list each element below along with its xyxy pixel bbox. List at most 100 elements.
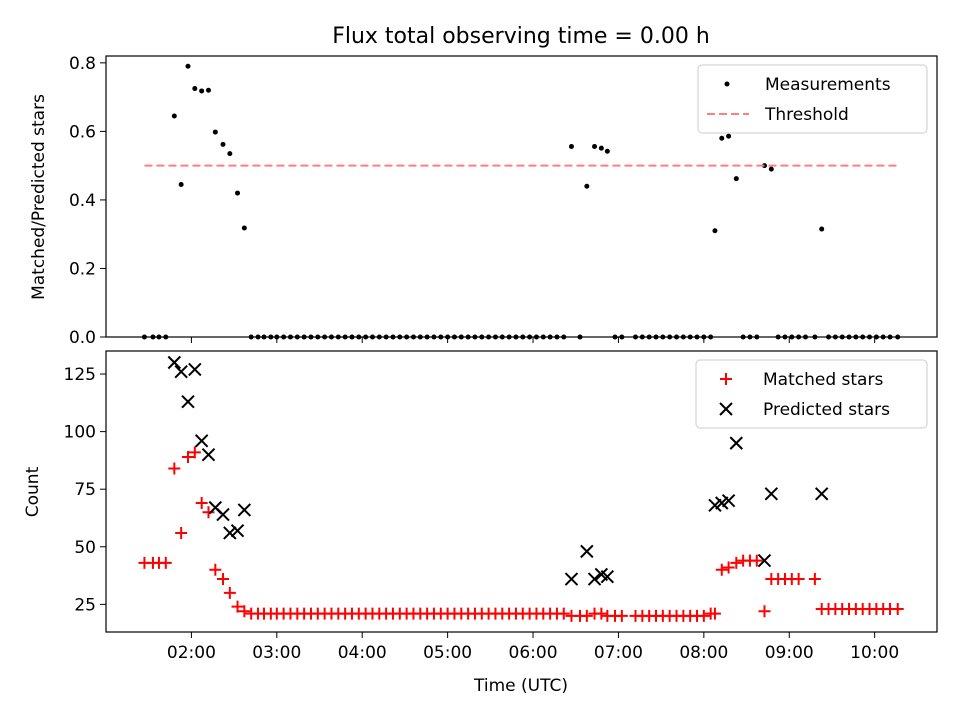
measurements-point <box>199 88 205 94</box>
x-tick-label: 06:00 <box>509 643 558 663</box>
y-tick-label: 25 <box>74 595 96 615</box>
predicted-stars-point <box>580 544 594 559</box>
matched-stars-point <box>580 609 593 622</box>
measurements-point <box>568 143 574 149</box>
measurements-point <box>726 133 732 139</box>
matched-stars-point <box>595 607 608 620</box>
matched-stars-point <box>209 563 222 576</box>
bottom-legend-box <box>695 359 928 429</box>
top-panel-frame <box>105 55 938 338</box>
measurements-point <box>227 151 233 157</box>
y-tick-label: 75 <box>74 480 96 500</box>
measurements-point <box>584 183 590 189</box>
x-tick-label: 08:00 <box>679 643 728 663</box>
x-tick-label: 02:00 <box>167 643 216 663</box>
matched-stars-point <box>615 609 628 622</box>
measurements-point <box>185 63 191 69</box>
predicted-stars-point <box>216 507 230 522</box>
matched-stars-point <box>195 497 208 510</box>
measurements-point <box>220 141 226 147</box>
top-panel: 0.00.20.40.60.8 Matched/Predicted stars … <box>29 54 938 348</box>
predicted-stars-point <box>194 434 209 448</box>
x-tick-label: 10:00 <box>850 643 899 663</box>
matched-stars-point <box>223 586 236 599</box>
predicted-stars-point <box>188 362 202 377</box>
matched-stars-point <box>557 607 570 620</box>
matched-stars-legend-marker <box>720 373 732 385</box>
matched-stars-point <box>715 563 728 576</box>
matched-stars-point <box>722 561 735 574</box>
measurements-legend-label: Measurements <box>765 75 891 95</box>
x-tick-label: 09:00 <box>765 643 814 663</box>
matched-stars-legend-label: Matched stars <box>763 370 883 390</box>
predicted-stars-point <box>721 494 736 508</box>
top-legend: Measurements Threshold <box>697 64 928 134</box>
measurements-point <box>235 190 241 196</box>
measurements-point <box>171 113 177 119</box>
y-tick-label: 0.6 <box>69 122 96 142</box>
predicted-stars-point <box>729 436 744 450</box>
matched-stars-point <box>238 605 251 618</box>
matched-stars-point <box>758 605 771 618</box>
predicted-stars-point <box>174 365 188 379</box>
predicted-stars-legend-marker <box>719 402 733 416</box>
bottom-panel-ylabel: Count <box>23 466 43 517</box>
top-panel-x-ticks <box>190 337 876 343</box>
matched-stars-point <box>181 450 194 463</box>
bottom-panel: 25 50 75 100 125 02:00 03:00 04:00 05:00 06:00 07… <box>23 350 938 696</box>
matched-stars-point <box>175 526 188 539</box>
matched-stars-point <box>168 462 181 475</box>
measurements-point <box>192 86 198 92</box>
bottom-panel-marks <box>138 355 904 622</box>
x-tick-label: 07:00 <box>594 643 643 663</box>
y-tick-label: 0.0 <box>69 328 96 348</box>
predicted-stars-point <box>757 553 772 568</box>
x-tick-label: 04:00 <box>338 643 387 663</box>
measurements-point <box>178 182 184 188</box>
measurements-point <box>205 87 211 93</box>
y-tick-label: 50 <box>74 538 96 558</box>
matched-stars-point <box>188 446 201 459</box>
measurements-point <box>212 129 218 135</box>
predicted-stars-point <box>230 523 245 538</box>
y-tick-label: 0.2 <box>69 259 96 279</box>
x-tick-label: 03:00 <box>252 643 301 663</box>
measurements-legend-marker <box>724 81 730 87</box>
matched-stars-point <box>159 556 172 569</box>
top-panel-marks <box>141 63 901 340</box>
matched-stars-point <box>792 573 805 586</box>
matched-stars-point <box>808 573 821 586</box>
top-legend-box <box>697 64 928 134</box>
predicted-stars-legend-label: Predicted stars <box>763 400 890 420</box>
x-axis-label: Time (UTC) <box>473 676 568 696</box>
measurements-point <box>604 148 610 154</box>
threshold-legend-label: Threshold <box>764 105 849 125</box>
bottom-legend: Matched stars Predicted stars <box>695 359 928 429</box>
chart-title: Flux total observing time = 0.00 h <box>332 24 710 49</box>
matched-stars-point <box>231 600 244 613</box>
matched-stars-point <box>697 609 710 622</box>
y-tick-label: 0.8 <box>69 54 96 74</box>
measurements-point <box>712 228 718 234</box>
measurements-point <box>241 225 247 231</box>
matched-stars-point <box>750 554 763 567</box>
predicted-stars-point <box>600 570 615 584</box>
predicted-stars-point <box>201 447 216 462</box>
measurements-point <box>768 166 774 172</box>
measurements-point <box>719 135 725 141</box>
predicted-stars-point <box>181 394 195 409</box>
matched-stars-point <box>730 556 743 569</box>
predicted-stars-point <box>814 487 829 501</box>
predicted-stars-point <box>223 526 237 540</box>
predicted-stars-point <box>587 572 602 586</box>
measurements-point <box>592 143 598 149</box>
measurements-point <box>761 163 767 169</box>
bottom-panel-x-ticks: 02:00 03:00 04:00 05:00 06:00 07:00 08:00 09:00… <box>167 632 899 663</box>
predicted-stars-point <box>564 572 579 586</box>
matched-stars-point <box>217 573 230 586</box>
matched-stars-point <box>891 602 904 615</box>
top-panel-ylabel: Matched/Predicted stars <box>29 94 49 300</box>
top-panel-y-ticks: 0.0 0.2 0.4 0.6 0.8 <box>69 54 106 348</box>
measurements-point <box>733 176 739 182</box>
